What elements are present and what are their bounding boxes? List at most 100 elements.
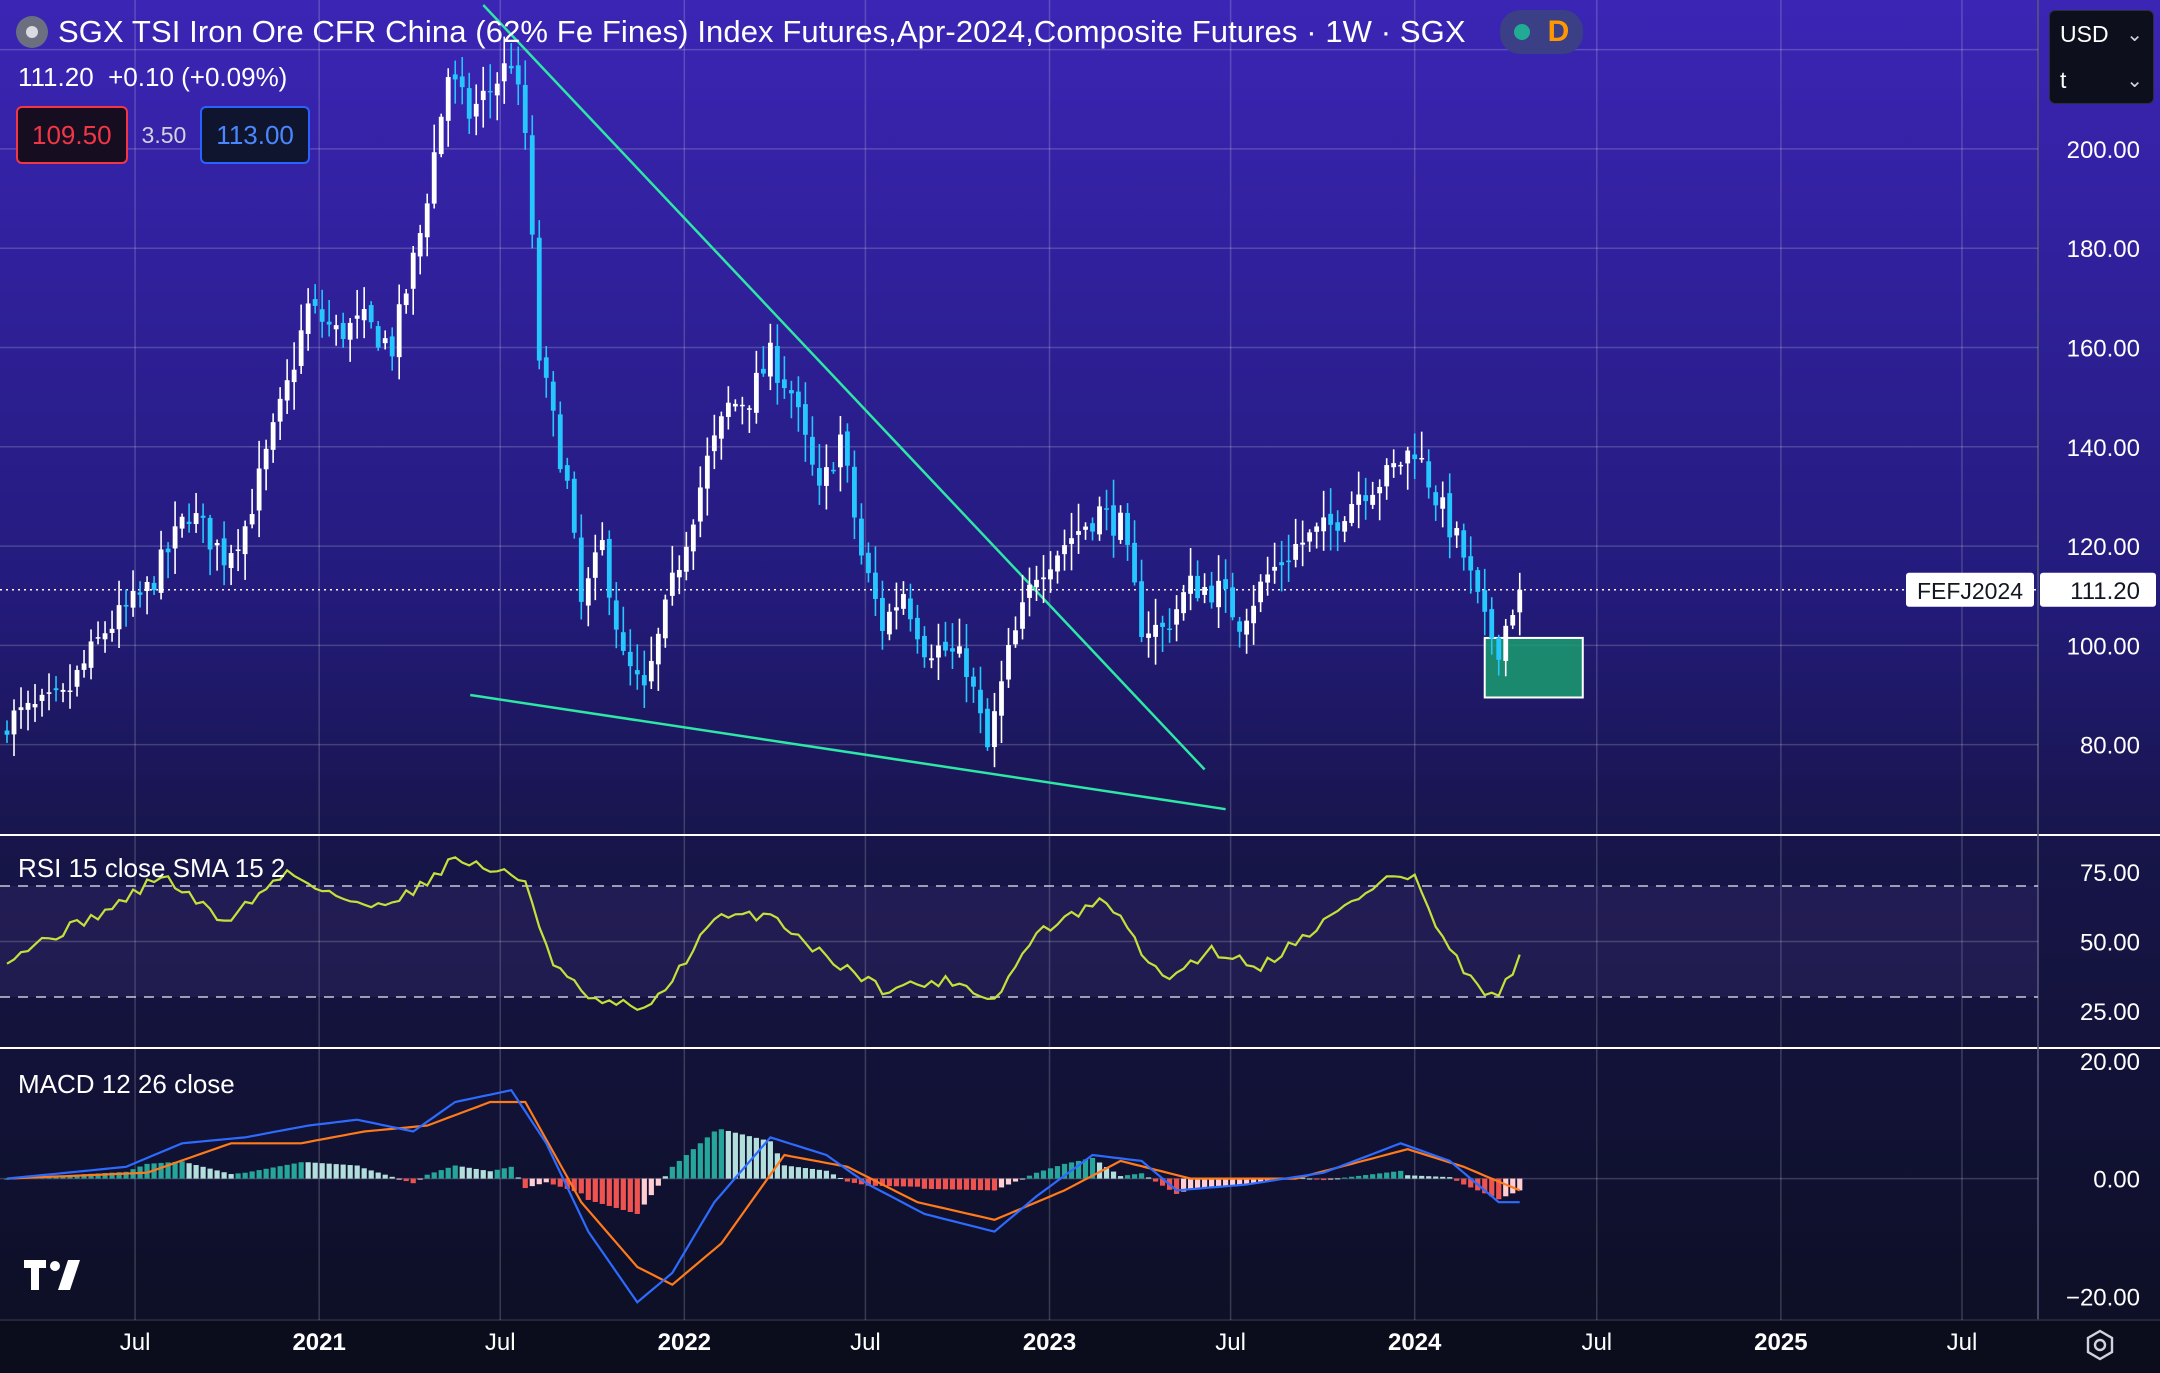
candle-body	[522, 84, 528, 133]
macd-histogram-bar	[837, 1177, 844, 1179]
candle-body	[978, 689, 983, 714]
candle-body	[1167, 628, 1172, 630]
macd-legend[interactable]: MACD 12 26 close	[18, 1069, 235, 1099]
currency-unit-selector[interactable]: USD ⌄ t ⌄	[2049, 10, 2154, 104]
candle-body	[894, 607, 899, 611]
macd-histogram-bar	[389, 1176, 395, 1179]
candle-body	[529, 135, 535, 235]
candle-body	[137, 592, 143, 595]
macd-histogram-bar	[214, 1170, 220, 1179]
macd-histogram-bar	[1223, 1178, 1229, 1187]
macd-histogram-bar	[893, 1178, 900, 1187]
candle-body	[557, 414, 563, 470]
candle-body	[1181, 592, 1186, 614]
macd-histogram-bar	[753, 1137, 759, 1179]
macd-histogram-bar	[928, 1178, 935, 1189]
candle-body	[60, 689, 66, 692]
macd-histogram-bar	[921, 1178, 928, 1189]
candle-body	[1440, 497, 1446, 509]
macd-histogram-bar	[1328, 1178, 1334, 1180]
candle-body	[1090, 523, 1095, 532]
candle-body	[95, 637, 101, 639]
candle-body	[655, 633, 661, 665]
symbol-icon[interactable]	[16, 16, 48, 48]
macd-histogram-bar	[1187, 1178, 1194, 1190]
rsi-legend[interactable]: RSI 15 close SMA 15 2	[18, 853, 286, 883]
trade-buttons: 109.50 3.50 113.00	[16, 106, 310, 164]
macd-histogram-bar	[88, 1173, 94, 1179]
sell-button[interactable]: 109.50	[16, 106, 128, 164]
currency-dropdown[interactable]: USD ⌄	[2050, 11, 2153, 57]
buy-button[interactable]: 113.00	[200, 106, 310, 164]
macd-histogram-bar	[501, 1168, 507, 1179]
candle-body	[1237, 621, 1243, 632]
macd-histogram-bar	[1117, 1176, 1124, 1179]
macd-histogram-bar	[1040, 1170, 1047, 1179]
candle-body	[214, 542, 220, 546]
candle-body	[473, 103, 479, 117]
macd-histogram-bar	[599, 1178, 605, 1204]
candle-body	[1027, 584, 1032, 598]
macd-histogram-bar	[823, 1170, 830, 1179]
macd-histogram-bar	[690, 1149, 696, 1179]
candle-body	[704, 455, 710, 489]
candle-body	[501, 63, 507, 82]
candle-body	[1034, 579, 1039, 588]
macd-histogram-bar	[592, 1178, 598, 1202]
candle-body	[130, 590, 136, 608]
spread-value: 3.50	[141, 121, 187, 148]
candle-body	[144, 581, 150, 592]
macd-histogram-bar	[312, 1162, 318, 1179]
macd-histogram-bar	[186, 1163, 192, 1179]
macd-histogram-bar	[242, 1172, 248, 1179]
candle-body	[1153, 624, 1158, 637]
macd-histogram-bar	[487, 1171, 493, 1179]
candle-body	[922, 635, 927, 658]
candle-body	[452, 74, 458, 80]
macd-histogram-bar	[865, 1178, 872, 1186]
symbol-title[interactable]: SGX TSI Iron Ore CFR China (62% Fe Fines…	[58, 14, 1466, 49]
macd-histogram-bar	[109, 1172, 115, 1179]
candle-body	[1139, 581, 1144, 637]
candle-body	[102, 633, 108, 640]
macd-histogram-bar	[1342, 1177, 1348, 1179]
candle-body	[1188, 575, 1193, 594]
candle-body	[368, 305, 374, 323]
price-axis-label: 100.00	[2067, 633, 2140, 660]
unit-value: t	[2060, 66, 2067, 93]
candle-body	[613, 600, 619, 630]
macd-histogram-bar	[1349, 1176, 1355, 1179]
unit-dropdown[interactable]: t ⌄	[2050, 57, 2153, 103]
candle-body	[592, 552, 598, 578]
macd-histogram-bar	[1419, 1175, 1425, 1179]
macd-histogram-bar	[1012, 1178, 1019, 1182]
macd-histogram-bar	[1405, 1175, 1411, 1179]
macd-histogram-bar	[641, 1178, 647, 1205]
rsi-axis-label: 75.00	[2080, 860, 2140, 887]
macd-histogram-bar	[452, 1165, 458, 1179]
market-status-pill[interactable]: D	[1499, 10, 1584, 54]
macd-histogram-bar	[900, 1178, 907, 1187]
macd-histogram-bar	[886, 1178, 893, 1187]
macd-histogram-bar	[193, 1165, 199, 1179]
macd-histogram-bar	[746, 1136, 752, 1179]
candle-body	[25, 702, 31, 710]
candle-body	[389, 336, 395, 357]
candle-body	[578, 537, 584, 602]
candle-body	[1146, 633, 1151, 638]
macd-histogram-bar	[179, 1161, 185, 1179]
macd-histogram-bar	[1005, 1178, 1012, 1185]
candle-body	[1447, 493, 1453, 538]
candle-body	[207, 517, 213, 550]
candle-body	[852, 466, 857, 518]
candle-body	[382, 338, 388, 344]
macd-histogram-bar	[1335, 1178, 1341, 1180]
candle-body	[417, 233, 423, 257]
tradingview-logo[interactable]	[24, 1260, 80, 1290]
macd-histogram-bar	[249, 1171, 255, 1179]
settings-gear-icon[interactable]	[2083, 1328, 2117, 1362]
candle-body	[116, 605, 122, 630]
rsi-axis-label: 25.00	[2080, 999, 2140, 1026]
macd-histogram-bar	[564, 1178, 570, 1189]
